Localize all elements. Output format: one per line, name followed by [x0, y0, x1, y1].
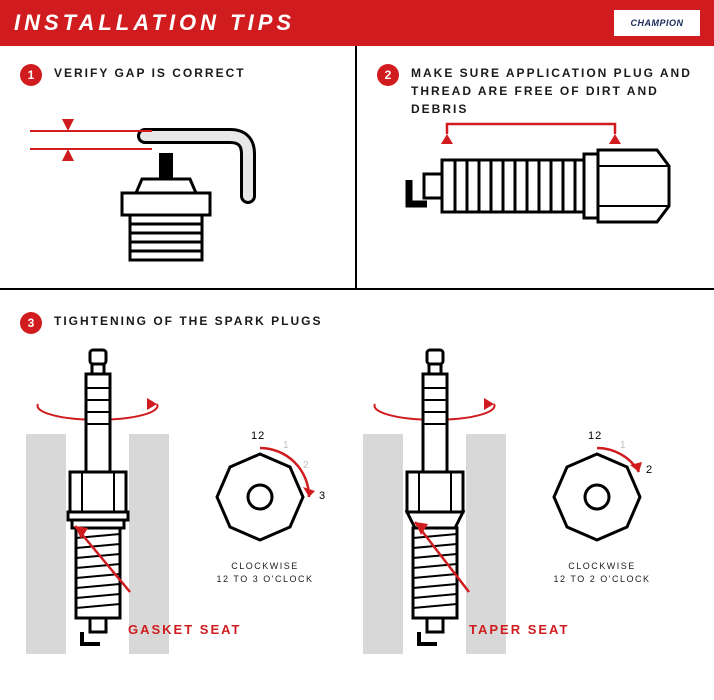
tightening-row: 12 1 2 3 CLOCKWISE 12 TO 3 O'CLOCK GASKE… — [20, 344, 694, 684]
gasket-range-text: 12 TO 3 O'CLOCK — [217, 574, 314, 584]
step-3-title: Tightening of the spark plugs — [54, 312, 322, 330]
taper-seat-label: TAPER SEAT — [469, 622, 569, 637]
taper-clock: 12 1 2 — [542, 442, 652, 557]
clockwise-text-r: CLOCKWISE — [568, 561, 636, 571]
page-title: INSTALLATION TIPS — [14, 10, 295, 36]
step-3-panel: 3 Tightening of the spark plugs — [0, 290, 714, 694]
clock-1-light: 1 — [283, 440, 289, 451]
taper-clock-icon — [542, 442, 652, 552]
gasket-seat-column: 12 1 2 3 CLOCKWISE 12 TO 3 O'CLOCK GASKE… — [20, 344, 357, 684]
taper-range-text: 12 TO 2 O'CLOCK — [554, 574, 651, 584]
step-2-panel: 2 Make sure application plug and thread … — [357, 46, 714, 288]
gasket-clock: 12 1 2 3 — [205, 442, 315, 557]
top-row: 1 Verify gap is correct — [0, 46, 714, 290]
gasket-clock-icon — [205, 442, 315, 552]
champion-logo: CHAMPION — [614, 10, 700, 36]
thread-diagram — [377, 116, 687, 266]
taper-plug-diagram — [357, 344, 512, 664]
step-1-head: 1 Verify gap is correct — [20, 64, 335, 86]
taper-clock-caption: CLOCKWISE 12 TO 2 O'CLOCK — [537, 560, 667, 585]
clock-12-label: 12 — [251, 430, 265, 442]
step-2-head: 2 Make sure application plug and thread … — [377, 64, 694, 118]
step-1-badge: 1 — [20, 64, 42, 86]
clockwise-text: CLOCKWISE — [231, 561, 299, 571]
gasket-clock-caption: CLOCKWISE 12 TO 3 O'CLOCK — [200, 560, 330, 585]
taper-seat-column: 12 1 2 CLOCKWISE 12 TO 2 O'CLOCK TAPER S… — [357, 344, 694, 684]
clock-2-light: 2 — [303, 460, 309, 471]
step-3-head: 3 Tightening of the spark plugs — [20, 312, 694, 334]
step-1-title: Verify gap is correct — [54, 64, 246, 82]
gasket-seat-label: GASKET SEAT — [128, 622, 242, 637]
clock-1-light-r: 1 — [620, 440, 626, 451]
clock-3-label: 3 — [319, 490, 326, 502]
clock-12-label-r: 12 — [588, 430, 602, 442]
gap-diagram — [30, 101, 310, 271]
step-2-badge: 2 — [377, 64, 399, 86]
clock-2-label: 2 — [646, 464, 653, 476]
step-3-badge: 3 — [20, 312, 42, 334]
step-2-title: Make sure application plug and thread ar… — [411, 64, 694, 118]
gasket-plug-diagram — [20, 344, 175, 664]
step-1-panel: 1 Verify gap is correct — [0, 46, 357, 288]
header-bar: INSTALLATION TIPS CHAMPION — [0, 0, 714, 46]
